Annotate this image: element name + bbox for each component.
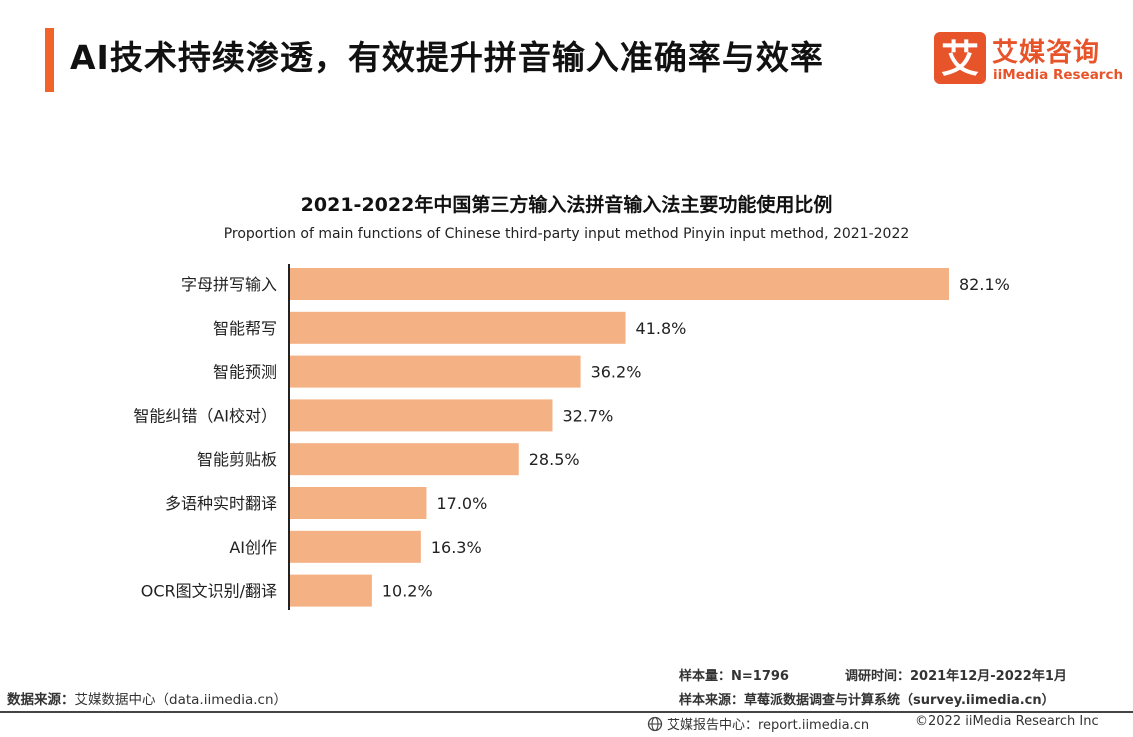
- category-label-0: 字母拼写输入: [181, 275, 277, 294]
- value-label-4: 28.5%: [529, 450, 580, 469]
- category-label-1: 智能帮写: [213, 319, 277, 338]
- value-label-6: 16.3%: [431, 538, 482, 557]
- globe-icon: [647, 716, 663, 732]
- report-center-text: 艾媒报告中心：report.iimedia.cn: [667, 718, 870, 733]
- logo-name-cn: 艾媒咨询: [992, 38, 1101, 68]
- sample-source: 样本来源：草莓派数据调查与计算系统（survey.iimedia.cn）: [679, 693, 1055, 708]
- copyright: ©2022 iiMedia Research Inc: [915, 714, 1099, 729]
- value-label-0: 82.1%: [959, 275, 1010, 294]
- category-label-6: AI创作: [229, 538, 277, 557]
- value-label-5: 17.0%: [436, 494, 487, 513]
- logo-mark-char: 艾: [941, 37, 979, 81]
- category-label-4: 智能剪贴板: [197, 450, 277, 469]
- bar-6: [290, 530, 421, 563]
- report-center: 艾媒报告中心：report.iimedia.cn: [647, 714, 869, 733]
- bars-group: 字母拼写输入 82.1% 智能帮写 41.8% 智能预测 36.2% 智能纠错（AI校对） 3…: [133, 268, 1010, 607]
- category-label-3: 智能纠错（AI校对）: [133, 406, 277, 425]
- bar-1: [290, 311, 626, 344]
- value-label-1: 41.8%: [636, 319, 687, 338]
- iimedia-logo: 艾 艾媒咨询 iiMedia Research: [934, 32, 1123, 86]
- chart-subtitle: Proportion of main functions of Chinese …: [223, 226, 910, 242]
- sample-size: 样本量：N=1796: [679, 669, 789, 684]
- data-source: 数据来源：艾媒数据中心（data.iimedia.cn）: [7, 688, 287, 708]
- category-label-2: 智能预测: [213, 363, 277, 382]
- bar-2: [290, 355, 581, 388]
- survey-time: 调研时间：2021年12月-2022年1月: [845, 669, 1067, 684]
- bar-7: [290, 574, 372, 607]
- category-label-5: 多语种实时翻译: [165, 494, 277, 513]
- footer-divider: [0, 711, 1133, 713]
- title-accent-bar: [45, 28, 54, 92]
- category-label-7: OCR图文识别/翻译: [141, 582, 277, 601]
- logo-mark-icon: 艾: [934, 32, 986, 84]
- data-source-text: 艾媒数据中心（data.iimedia.cn）: [74, 692, 288, 708]
- bar-0: [290, 268, 949, 300]
- data-source-label: 数据来源：: [7, 692, 75, 708]
- value-label-3: 32.7%: [562, 406, 613, 425]
- value-label-2: 36.2%: [591, 363, 642, 382]
- value-label-7: 10.2%: [382, 582, 433, 601]
- bar-4: [290, 443, 519, 476]
- bar-3: [290, 399, 553, 432]
- page-title: AI技术持续渗透，有效提升拼音输入准确率与效率: [70, 38, 824, 77]
- chart-title: 2021-2022年中国第三方输入法拼音输入法主要功能使用比例: [300, 194, 833, 216]
- bar-5: [290, 487, 427, 519]
- logo-name-en: iiMedia Research: [993, 67, 1124, 83]
